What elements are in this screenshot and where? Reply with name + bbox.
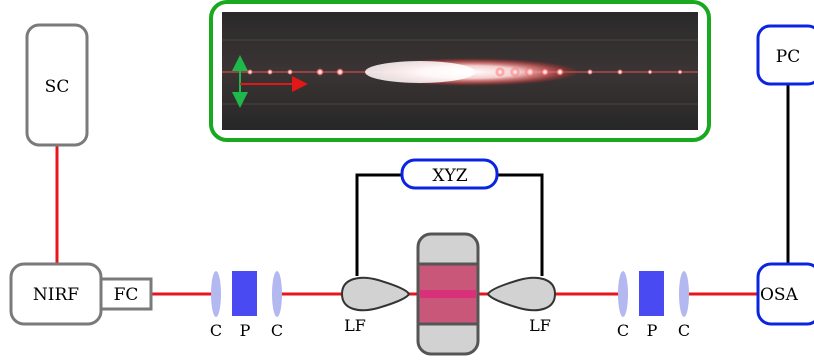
lf-right-label: LF (529, 316, 551, 335)
sc-box[interactable]: SC (25, 23, 89, 147)
xyz-stage-box[interactable]: XYZ (400, 158, 499, 190)
lensed-fiber-left: LF (340, 276, 411, 335)
p2-label: P (647, 321, 658, 340)
lens-c1 (211, 271, 221, 317)
polarizer-p2 (639, 271, 664, 316)
lens-c4 (679, 271, 689, 317)
p1-label: P (240, 321, 251, 340)
lens-c2 (272, 271, 282, 317)
inset-border (209, 0, 711, 142)
scatter-dots (247, 67, 683, 77)
left-collimator-polarizer: C P C (210, 271, 283, 340)
polarizer-p1 (232, 271, 257, 316)
c4-label: C (678, 321, 690, 340)
waveguide-core (420, 290, 476, 298)
fc-label: FC (114, 285, 139, 305)
nirf-label: NIRF (33, 285, 79, 305)
right-collimator-polarizer: C P C (617, 271, 690, 340)
nirf-box[interactable]: NIRF (9, 262, 103, 326)
pc-box[interactable]: PC (756, 24, 814, 86)
lf-left-label: LF (344, 316, 366, 335)
fc-box[interactable]: FC (99, 277, 153, 311)
c2-label: C (271, 321, 283, 340)
c3-label: C (617, 321, 629, 340)
osa-label: OSA (760, 285, 799, 305)
xyz-right-arm (497, 173, 544, 276)
lensed-fiber-right: LF (486, 276, 557, 335)
lens-c3 (618, 271, 628, 317)
xyz-left-arm (355, 173, 402, 276)
waveguide-sample (416, 232, 480, 356)
c1-label: C (210, 321, 222, 340)
osa-box[interactable]: OSA (756, 262, 814, 326)
microscope-image-inset (209, 0, 711, 142)
sc-label: SC (45, 77, 70, 97)
pc-label: PC (776, 47, 800, 67)
xyz-label: XYZ (432, 166, 467, 186)
